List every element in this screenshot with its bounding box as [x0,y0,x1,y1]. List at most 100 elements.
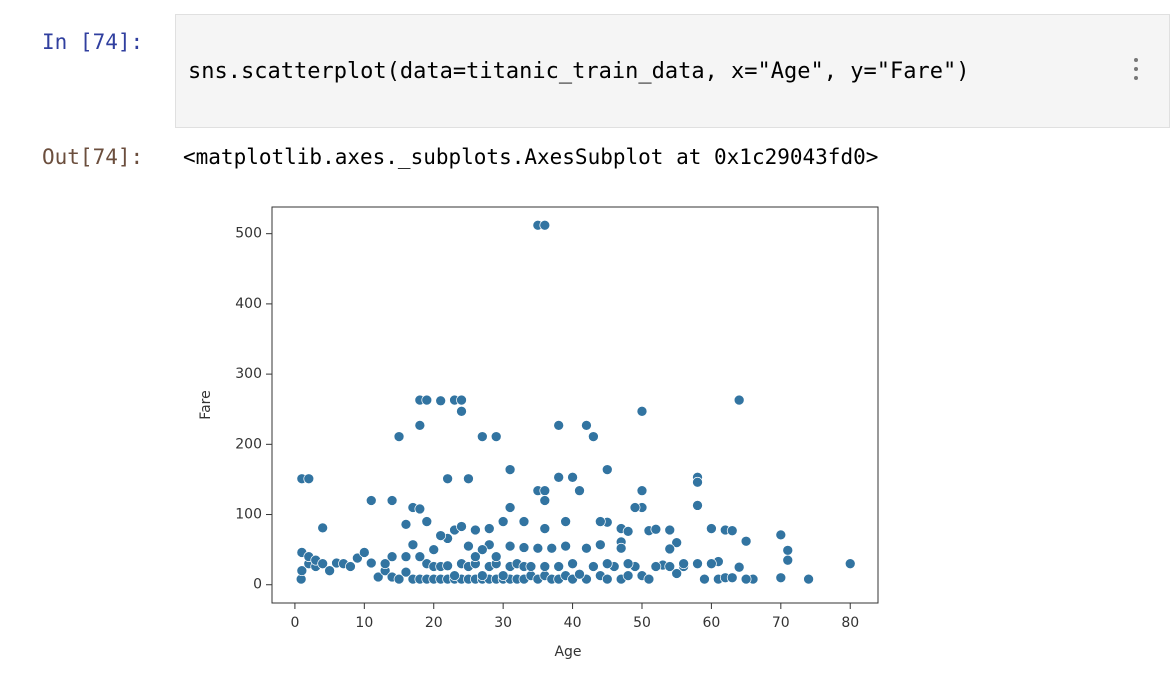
point [546,542,558,554]
point [386,551,398,563]
point [476,544,488,555]
input-prompt: In [74]: [42,30,144,54]
x-tick-label: 50 [633,615,651,631]
point [358,547,370,558]
point [601,464,613,475]
point [497,570,509,581]
point [629,502,641,513]
point [456,405,467,417]
point [463,473,474,485]
point [664,561,676,572]
y-tick-label: 200 [235,436,262,452]
y-tick-label: 400 [235,296,262,312]
output-prompt: Out[74]: [42,145,144,169]
point [476,431,488,442]
point [532,542,544,554]
point [553,420,565,431]
point [414,551,426,563]
point [393,573,405,585]
point [567,471,578,483]
point [692,558,703,570]
point [379,558,391,570]
cell-menu-icon[interactable] [1131,55,1141,85]
point [296,565,308,577]
point [588,431,599,442]
point [775,529,787,541]
point [560,540,571,552]
y-tick-label: 300 [235,366,262,382]
point [518,542,530,553]
x-tick-label: 30 [494,615,512,631]
point [553,561,565,572]
point [803,573,814,585]
point [581,542,592,554]
point [470,524,481,536]
point [345,561,356,572]
point [844,558,856,570]
y-tick-label: 500 [235,226,262,242]
plot-frame [271,206,879,604]
point [560,516,571,527]
point [539,485,551,497]
point [664,543,676,555]
point [706,558,717,570]
x-tick-label: 60 [702,615,720,631]
point [622,526,634,537]
code-cell[interactable]: sns.scatterplot(data=titanic_train_data,… [175,14,1170,128]
point [442,473,453,485]
point [740,535,752,547]
point [414,503,426,515]
point [622,558,634,570]
point [581,420,592,431]
point [574,485,585,497]
code[interactable]: sns.scatterplot(data=titanic_train_data,… [188,59,970,84]
y-tick-label: 100 [235,507,262,523]
x-tick-label: 80 [841,615,859,631]
point [706,523,717,534]
point [692,476,703,488]
point [365,557,377,569]
point [518,516,530,527]
point [650,561,662,572]
point [740,573,752,585]
point [456,394,467,406]
point [317,522,329,534]
point [435,530,447,541]
x-axis-label: Age [554,644,581,660]
point [470,551,481,563]
x-tick-label: 10 [355,615,373,631]
y-tick-label: 0 [253,577,262,593]
point [435,395,447,407]
point [407,539,419,551]
point [421,516,433,527]
point [553,471,565,483]
point [400,551,412,563]
point [567,558,578,570]
point [699,573,710,585]
point [303,473,315,485]
point [504,502,516,513]
point [324,565,335,577]
point [372,571,384,583]
point [504,540,516,552]
point [601,558,613,570]
x-tick-label: 70 [772,615,790,631]
point [539,561,551,572]
point [782,544,794,556]
point [671,568,683,579]
point [726,572,738,584]
point [782,554,794,566]
point [414,420,426,431]
point [525,561,537,572]
point [692,500,703,511]
point [539,219,551,231]
point [497,516,509,527]
point [733,561,745,573]
x-tick-label: 40 [564,615,582,631]
point [650,523,662,535]
point [775,572,787,584]
point [400,519,412,530]
point [588,561,599,572]
